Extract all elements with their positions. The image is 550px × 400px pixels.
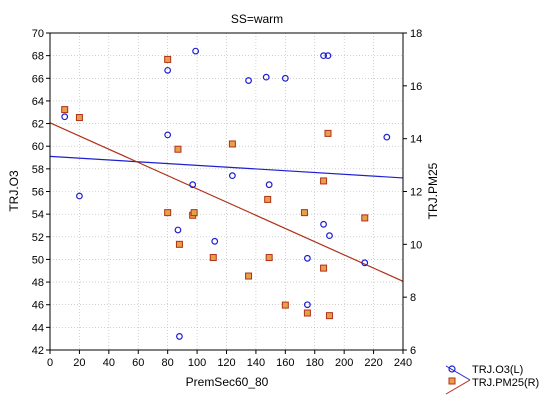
pm25-point [174, 145, 182, 153]
o3-point [192, 47, 200, 55]
y-left-tick-label: 54 [32, 209, 44, 221]
legend-line-o3 [445, 365, 471, 381]
pm25-point [361, 214, 369, 222]
pm25-point [190, 209, 198, 217]
pm25-point [209, 254, 217, 262]
o3-point [265, 181, 273, 189]
y-left-tick-label: 62 [32, 119, 44, 131]
y-left-tick-label: 64 [32, 96, 44, 108]
legend-marker-pm25 [448, 377, 456, 385]
o3-point [176, 333, 183, 340]
pm25-point [164, 55, 172, 63]
o3-point [303, 254, 311, 262]
pm25-point [164, 209, 172, 217]
pm25-point [324, 129, 332, 137]
pm25-point [300, 209, 308, 217]
chart-title: SS=warm [231, 12, 283, 26]
o3-point [76, 192, 83, 200]
legend-line-pm25 [445, 379, 471, 395]
y-axis-title-left: TRJ.O3 [7, 170, 21, 212]
pm25-point [303, 309, 311, 317]
o3-point [324, 52, 332, 60]
o3-point [211, 237, 219, 245]
pm25-point [265, 254, 273, 262]
x-tick-label: 200 [335, 357, 353, 369]
o3-point [228, 172, 236, 180]
pm25-point [228, 140, 236, 148]
o3-point [262, 73, 270, 81]
x-tick-label: 140 [247, 357, 265, 369]
y-left-tick-label: 58 [32, 164, 44, 176]
fit-line-series-1 [49, 122, 404, 282]
y-left-tick-label: 56 [32, 187, 44, 199]
legend-marker-o3 [448, 365, 456, 373]
y-left-tick-label: 50 [32, 254, 44, 266]
y-left-tick-label: 44 [32, 322, 44, 334]
pm25-point [75, 114, 83, 122]
y-right-tick-label: 18 [410, 28, 422, 40]
y-left-tick-label: 70 [32, 28, 44, 40]
legend-label-o3: TRJ.O3(L) [472, 364, 523, 376]
y-right-tick-label: 10 [410, 239, 422, 251]
x-tick-label: 20 [73, 357, 85, 369]
o3-point [320, 52, 327, 60]
y-left-tick-label: 60 [32, 141, 44, 153]
o3-point [245, 77, 252, 84]
o3-point [326, 232, 333, 240]
y-left-tick-label: 68 [32, 51, 44, 63]
data-points [61, 47, 391, 340]
y-left-tick-label: 66 [32, 73, 44, 85]
legend: TRJ.O3(L) TRJ.PM25(R) [445, 364, 539, 395]
x-tick-label: 120 [217, 357, 235, 369]
x-tick-label: 220 [364, 357, 382, 369]
y-left-tick-label: 46 [32, 300, 44, 312]
x-tick-label: 60 [132, 357, 144, 369]
x-tick-label: 80 [162, 357, 174, 369]
o3-point [61, 113, 69, 121]
y-right-tick-label: 8 [410, 292, 416, 304]
x-tick-label: 160 [276, 357, 294, 369]
o3-point [164, 131, 172, 139]
y-right-tick-label: 16 [410, 81, 422, 93]
o3-point [281, 74, 289, 82]
legend-label-pm25: TRJ.PM25(R) [472, 377, 539, 389]
legend-item-pm25: TRJ.PM25(R) [445, 377, 539, 395]
o3-point [361, 259, 369, 267]
x-axis-title: PremSec60_80 [186, 375, 269, 389]
o3-point [164, 66, 172, 74]
y-left-tick-label: 48 [32, 277, 44, 289]
x-tick-label: 100 [188, 357, 206, 369]
fit-lines [49, 122, 404, 282]
x-tick-label: 240 [394, 357, 412, 369]
y-right-tick-label: 14 [410, 134, 422, 146]
o3-point [303, 301, 311, 309]
x-tick-label: 40 [103, 357, 115, 369]
x-tick-label: 0 [47, 357, 53, 369]
y-right-tick-label: 12 [410, 187, 422, 199]
ticks: 0 20 40 60 80 100 120 140 160 180 200 220 240 42 44 46 4… [32, 28, 423, 369]
fit-line-series-0 [49, 155, 404, 179]
o3-point [174, 226, 182, 234]
o3-point [189, 181, 197, 189]
x-tick-label: 180 [306, 357, 324, 369]
pm25-point [320, 264, 328, 272]
pm25-point [325, 312, 333, 320]
y-axis-title-right: TRJ.PM25 [426, 162, 440, 219]
pm25-point [281, 301, 289, 309]
pm25-point [175, 240, 183, 248]
pm25-point [264, 195, 272, 203]
pm25-point [320, 177, 328, 185]
pm25-point [245, 272, 253, 280]
y-left-tick-label: 52 [32, 232, 44, 244]
o3-point [383, 133, 391, 141]
legend-item-o3: TRJ.O3(L) [445, 364, 523, 381]
y-left-tick-label: 42 [32, 345, 44, 357]
pm25-point [61, 106, 69, 114]
o3-point [320, 220, 327, 228]
y-right-tick-label: 6 [410, 345, 416, 357]
